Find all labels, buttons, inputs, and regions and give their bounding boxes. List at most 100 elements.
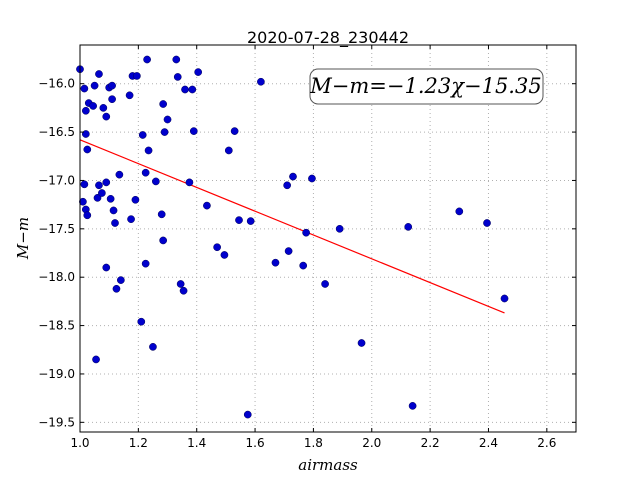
data-point — [189, 127, 198, 135]
data-point — [299, 261, 308, 270]
y-tick-label: −18.5 — [38, 319, 75, 333]
data-point — [408, 402, 417, 410]
data-point — [81, 130, 90, 138]
data-point — [108, 81, 116, 90]
data-point — [141, 259, 150, 268]
data-points — [76, 55, 509, 419]
data-point — [111, 219, 119, 227]
fit-line — [79, 139, 505, 314]
x-tick-labels: 1.0 1.2 1.4 1.6 1.8 2.0 2.2 2.4 2.6 — [70, 436, 556, 450]
data-point — [127, 215, 135, 223]
data-point — [176, 280, 185, 288]
x-tick-label: 1.8 — [304, 436, 323, 450]
data-point — [159, 236, 168, 245]
axis-ticks — [79, 45, 576, 432]
data-point — [133, 72, 141, 80]
fit-annotation: M−m=−1.23χ−15.35 — [309, 68, 544, 105]
data-point — [500, 294, 509, 303]
data-point — [149, 343, 157, 351]
x-tick-label: 1.2 — [129, 436, 148, 450]
data-point — [455, 207, 464, 216]
y-tick-label: −19.5 — [38, 415, 75, 429]
data-point — [243, 410, 252, 419]
y-tick-label: −19.0 — [38, 367, 75, 381]
data-point — [321, 280, 329, 288]
grid-lines — [80, 45, 576, 432]
fit-equation: M−m=−1.23χ−15.35 — [309, 74, 541, 98]
data-point — [115, 170, 124, 179]
data-point — [116, 276, 125, 284]
x-tick-label: 2.0 — [362, 436, 381, 450]
data-point — [79, 197, 87, 206]
data-point — [357, 339, 366, 347]
data-point — [112, 284, 121, 293]
data-point — [308, 174, 316, 183]
data-point — [109, 206, 118, 215]
data-point — [194, 68, 203, 76]
annotation-box — [309, 68, 544, 105]
data-point — [159, 100, 168, 108]
data-point — [144, 146, 153, 155]
data-point — [141, 168, 150, 177]
data-point — [483, 219, 491, 227]
x-axis-label: airmass — [298, 456, 358, 474]
x-tick-label: 1.4 — [187, 436, 206, 450]
data-point — [137, 317, 146, 326]
x-tick-label: 2.4 — [479, 436, 498, 450]
y-tick-label: −16.0 — [38, 77, 75, 91]
data-point — [160, 128, 169, 136]
data-point — [80, 84, 89, 93]
data-point — [90, 81, 99, 90]
data-point — [404, 223, 413, 231]
x-tick-label: 2.6 — [537, 436, 556, 450]
data-point — [95, 70, 103, 78]
data-point — [224, 146, 233, 155]
data-point — [89, 102, 97, 110]
data-point — [246, 217, 255, 225]
data-point — [284, 247, 293, 255]
data-point — [163, 115, 172, 124]
data-point — [271, 258, 280, 267]
data-point — [102, 112, 111, 121]
data-point — [230, 127, 239, 135]
data-point — [289, 172, 297, 181]
data-point — [81, 106, 90, 115]
data-point — [143, 55, 151, 64]
fit-line-group — [79, 139, 505, 314]
data-point — [92, 355, 100, 364]
y-tick-label: −16.5 — [38, 125, 75, 139]
y-tick-labels: −16.0 −16.5 −17.0 −17.5 −18.0 −18.5 −19.0 −19.5 — [38, 77, 75, 430]
data-point — [80, 180, 89, 189]
data-point — [99, 104, 108, 112]
y-tick-label: −18.0 — [38, 270, 75, 284]
data-point — [95, 181, 103, 190]
data-point — [302, 228, 310, 237]
data-point — [83, 145, 92, 154]
data-point — [283, 181, 292, 190]
data-point — [125, 91, 134, 100]
data-point — [179, 286, 188, 295]
y-tick-label: −17.5 — [38, 222, 75, 236]
data-point — [257, 77, 265, 86]
data-point — [220, 251, 229, 259]
y-axis-label: M−m — [14, 217, 32, 260]
data-point — [188, 85, 197, 94]
data-point — [102, 178, 111, 187]
data-point — [108, 95, 116, 104]
x-tick-label: 1.0 — [70, 436, 89, 450]
data-point — [157, 210, 166, 219]
data-point — [106, 194, 115, 203]
data-point — [152, 177, 160, 186]
data-point — [185, 178, 194, 187]
data-point — [131, 195, 140, 204]
chart-title: 2020-07-28_230442 — [247, 28, 409, 48]
data-point — [181, 85, 189, 94]
data-point — [98, 189, 106, 197]
data-point — [235, 216, 243, 224]
data-point — [173, 73, 182, 81]
data-point — [172, 55, 181, 64]
data-point — [335, 224, 344, 233]
data-point — [203, 201, 211, 210]
